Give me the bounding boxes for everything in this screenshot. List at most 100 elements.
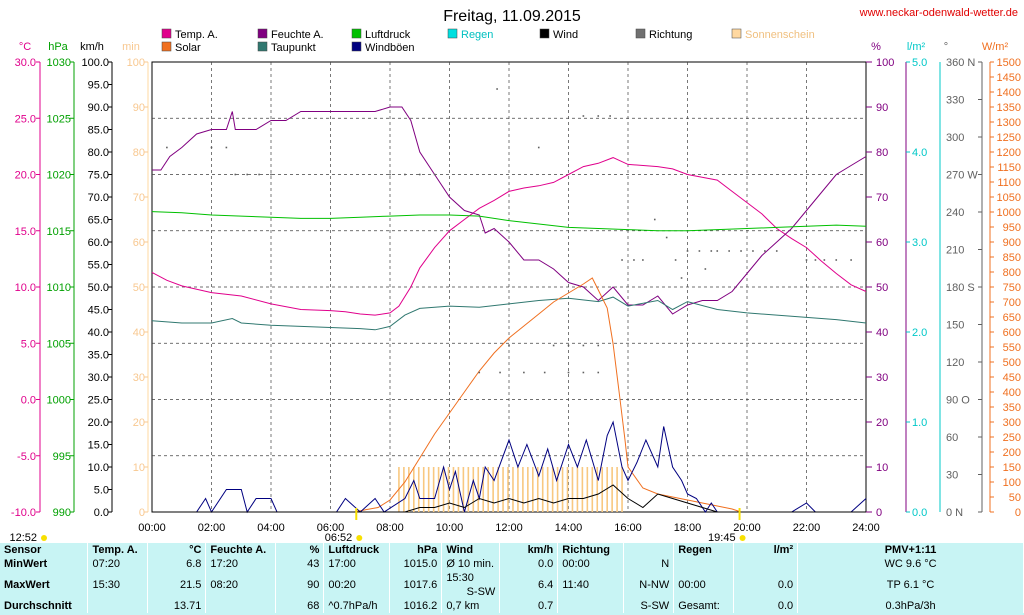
solar-tick-label: 550	[1003, 342, 1021, 354]
solar-tick-label: 800	[1003, 267, 1021, 279]
legend-label: Solar	[175, 42, 201, 54]
legend-swatch	[161, 41, 172, 52]
solar-tick-label: 250	[1003, 432, 1021, 444]
time-tick-label: 16:00	[614, 522, 642, 534]
solar-tick-label: 50	[1009, 492, 1021, 504]
direction-point	[543, 371, 546, 374]
direction-point	[814, 259, 817, 261]
legend-label: Taupunkt	[271, 42, 316, 54]
series-line	[152, 484, 866, 513]
direction-point	[805, 259, 808, 261]
sunshine-tick-label: 90	[133, 102, 145, 114]
solar-tick-label: 1300	[997, 117, 1021, 129]
time-tick-label: 00:00	[138, 522, 166, 534]
stats-min-press-val: 1015.0	[389, 557, 443, 571]
direction-tick-label: 300	[946, 132, 964, 144]
solar-tick-label: 1400	[997, 87, 1021, 99]
direction-point	[270, 173, 272, 176]
stats-max-wind-dir: S-SW	[466, 586, 496, 598]
solar-tick-label: 350	[1003, 402, 1021, 414]
direction-point	[752, 250, 754, 252]
stats-max-extra: TP 6.1 °C	[797, 571, 1024, 599]
solar-tick-label: 950	[1003, 222, 1021, 234]
direction-point	[686, 250, 689, 252]
wind-tick-label: 15.0	[88, 440, 109, 452]
legend-label: Regen	[461, 29, 493, 41]
stats-min-label: MinWert	[0, 557, 89, 571]
legend-swatch	[731, 28, 742, 39]
stats-header-rain-unit: l/m²	[733, 543, 799, 557]
stats-max-label: MaxWert	[0, 571, 89, 599]
stats-min-press-time: 17:00	[323, 557, 391, 571]
solar-tick-label: 850	[1003, 252, 1021, 264]
direction-point	[523, 371, 525, 374]
weather-chart: Freitag, 11.09.2015 www.neckar-odenwald-w…	[9, 7, 1021, 543]
statistics-table: Sensor Temp. A. °C Feuchte A. % Luftdruc…	[0, 543, 1024, 613]
solar-tick-label: 0	[1015, 507, 1021, 519]
direction-point	[609, 115, 611, 117]
time-tick-label: 22:00	[793, 522, 821, 534]
series-line	[152, 106, 867, 315]
temp-tick-label: 0.0	[21, 395, 36, 407]
temp-tick-label: 30.0	[15, 57, 36, 69]
stats-min-hum-time: 17:20	[205, 557, 277, 571]
direction-point	[552, 344, 555, 347]
stats-row-avg: Durchschnitt 13.71 68 ^0.7hPa/h 1016.2 0…	[0, 599, 1024, 613]
direction-tick-label: 180 S	[946, 282, 975, 294]
direction-point	[508, 344, 510, 347]
stats-avg-dir-time	[557, 599, 625, 613]
rain-tick-label: 1.0	[912, 417, 927, 429]
direction-point	[246, 173, 248, 176]
direction-point	[642, 259, 644, 261]
stats-min-rain-time	[673, 557, 735, 571]
legend-swatch	[161, 28, 172, 39]
stats-max-press-val: 1017.6	[389, 571, 443, 599]
temp-tick-label: 5.0	[21, 338, 36, 350]
stats-min-dir-val: N	[623, 557, 675, 571]
pressure-tick-label: 995	[53, 451, 71, 463]
direction-tick-label: 360 N	[946, 57, 975, 69]
direction-point	[582, 344, 585, 347]
stats-avg-hum-val: 68	[275, 599, 325, 613]
stats-min-wind-time: Ø 10 min.	[441, 557, 501, 571]
sunrise-time: 06:52	[325, 532, 353, 543]
direction-point	[418, 173, 421, 176]
temp-tick-label: 10.0	[15, 282, 36, 294]
direction-point	[597, 371, 600, 374]
stats-header-dir-blank	[623, 543, 675, 557]
humidity-tick-label: 70	[876, 192, 888, 204]
wind-tick-label: 40.0	[88, 327, 109, 339]
stats-max-wind-val: 6.4	[499, 571, 559, 599]
time-tick-label: 10:00	[436, 522, 464, 534]
sunshine-tick-label: 40	[133, 327, 145, 339]
solar-tick-label: 650	[1003, 312, 1021, 324]
direction-point	[582, 115, 585, 117]
direction-point	[775, 250, 778, 252]
stats-max-rain-time: 00:00	[673, 571, 735, 599]
direction-tick-label: 270 W	[946, 170, 978, 182]
axis-unit-label: %	[871, 41, 881, 53]
direction-point	[835, 259, 838, 261]
stats-header-hum-unit: %	[275, 543, 325, 557]
direction-point	[597, 344, 600, 347]
series-line	[151, 211, 867, 232]
stats-header-wind: Wind	[441, 543, 501, 557]
direction-tick-label: 0 N	[946, 507, 963, 519]
stats-header-dir: Richtung	[557, 543, 625, 557]
pressure-tick-label: 1025	[47, 113, 71, 125]
direction-tick-label: 210	[946, 245, 964, 257]
sunshine-tick-label: 20	[133, 417, 145, 429]
direction-point	[210, 146, 213, 149]
pressure-tick-label: 1005	[47, 338, 71, 350]
direction-point	[680, 277, 683, 279]
direction-tick-label: 90 O	[946, 395, 970, 407]
stats-min-hum-val: 43	[275, 557, 325, 571]
stats-header-sensor: Sensor	[0, 543, 89, 557]
direction-point	[258, 173, 260, 176]
rain-tick-label: 0.0	[912, 507, 927, 519]
stats-header-wind-unit: km/h	[499, 543, 559, 557]
stats-avg-wind-val: 0.7	[499, 599, 559, 613]
stats-header-row: Sensor Temp. A. °C Feuchte A. % Luftdruc…	[0, 543, 1024, 557]
temp-tick-label: 15.0	[15, 226, 36, 238]
direction-point	[597, 115, 600, 117]
